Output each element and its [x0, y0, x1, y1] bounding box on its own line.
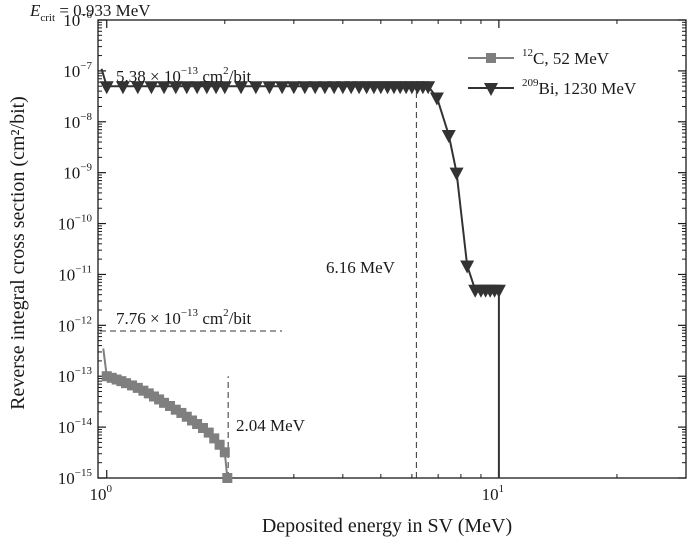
annotation-c-plateau: 7.76 × 10−13 cm2/bit [116, 307, 252, 328]
data-point [262, 81, 277, 95]
data-point [203, 427, 214, 438]
y-tick-label: 10−15 [58, 467, 93, 488]
annotation-bi-plateau: 5.38 × 10−13 cm2/bit [116, 65, 252, 86]
data-point [121, 378, 132, 389]
data-point [234, 81, 249, 95]
y-tick-label: 10−9 [63, 162, 92, 183]
data-point [441, 129, 456, 143]
data-point [491, 284, 506, 298]
data-point [179, 81, 194, 95]
y-tick-label: 10−6 [63, 9, 92, 30]
series-0 [101, 348, 233, 483]
y-tick-label: 10−11 [58, 263, 92, 284]
annotations: 5.38 × 10−13 cm2/bit 7.76 × 10−13 cm2/bit… [116, 65, 396, 435]
data-point [99, 81, 114, 95]
data-point [219, 447, 230, 458]
data-point [101, 371, 112, 382]
series-1 [99, 68, 506, 478]
data-point [460, 260, 475, 274]
x-tick-label: 101 [482, 483, 505, 504]
data-point [165, 400, 176, 411]
ecrit-label: Ecrit = 0.933 MeV [29, 1, 151, 24]
legend: 12C, 52 MeV 209Bi, 1230 MeV [468, 47, 637, 98]
data-point [176, 407, 187, 418]
y-tick-label: 10−10 [58, 213, 93, 234]
data-point [168, 81, 183, 95]
data-point [248, 81, 263, 95]
data-point [297, 81, 312, 95]
data-point [449, 167, 464, 181]
x-axis-label: Deposited energy in SV (MeV) [262, 515, 512, 537]
data-point [214, 439, 225, 450]
data-point [190, 81, 205, 95]
data-point [275, 81, 290, 95]
data-point [127, 380, 138, 391]
series-line [102, 348, 229, 479]
data-point [159, 397, 170, 408]
y-tick-label: 10−8 [63, 111, 92, 132]
legend-item-1: 209Bi, 1230 MeV [468, 77, 637, 98]
data-point [138, 385, 149, 396]
y-tick-label: 10−12 [58, 314, 92, 335]
axes: 10−15 10−14 10−13 10−12 10−11 10−10 10−9 10−8 10… [7, 1, 687, 537]
data-point [115, 81, 130, 95]
data-point [192, 419, 203, 430]
legend-label: 209Bi, 1230 MeV [522, 77, 637, 98]
reference-lines [100, 86, 417, 478]
data-point [286, 81, 301, 95]
data-point [421, 81, 436, 95]
data-point [217, 81, 232, 95]
data-point [144, 81, 159, 95]
data-point [199, 81, 214, 95]
data-point [170, 404, 181, 415]
data-point [132, 382, 143, 393]
y-tick-label: 10−7 [63, 60, 92, 81]
plot-frame [97, 19, 687, 479]
data-point [198, 423, 209, 434]
legend-item-0: 12C, 52 MeV [468, 47, 610, 68]
data-point [222, 473, 233, 483]
data-point [308, 81, 323, 95]
legend-swatch-marker [486, 53, 496, 63]
series-layer [99, 68, 506, 483]
data-point [149, 391, 160, 402]
data-point [209, 433, 220, 444]
data-point [429, 92, 444, 106]
data-point [130, 81, 145, 95]
x-tick-label: 100 [89, 483, 112, 504]
y-tick-label: 10−14 [58, 416, 93, 437]
y-tick-label: 10−13 [58, 365, 93, 386]
annotation-bi-threshold: 6.16 MeV [326, 258, 396, 277]
legend-swatch-marker [484, 83, 498, 96]
data-point [143, 388, 154, 399]
data-point [157, 81, 172, 95]
legend-label: 12C, 52 MeV [522, 47, 610, 68]
annotation-c-threshold: 2.04 MeV [236, 416, 306, 435]
y-axis-label: Reverse integral cross section (cm²/bit) [7, 96, 29, 410]
data-point [187, 415, 198, 426]
data-point [317, 81, 332, 95]
data-point [181, 411, 192, 422]
